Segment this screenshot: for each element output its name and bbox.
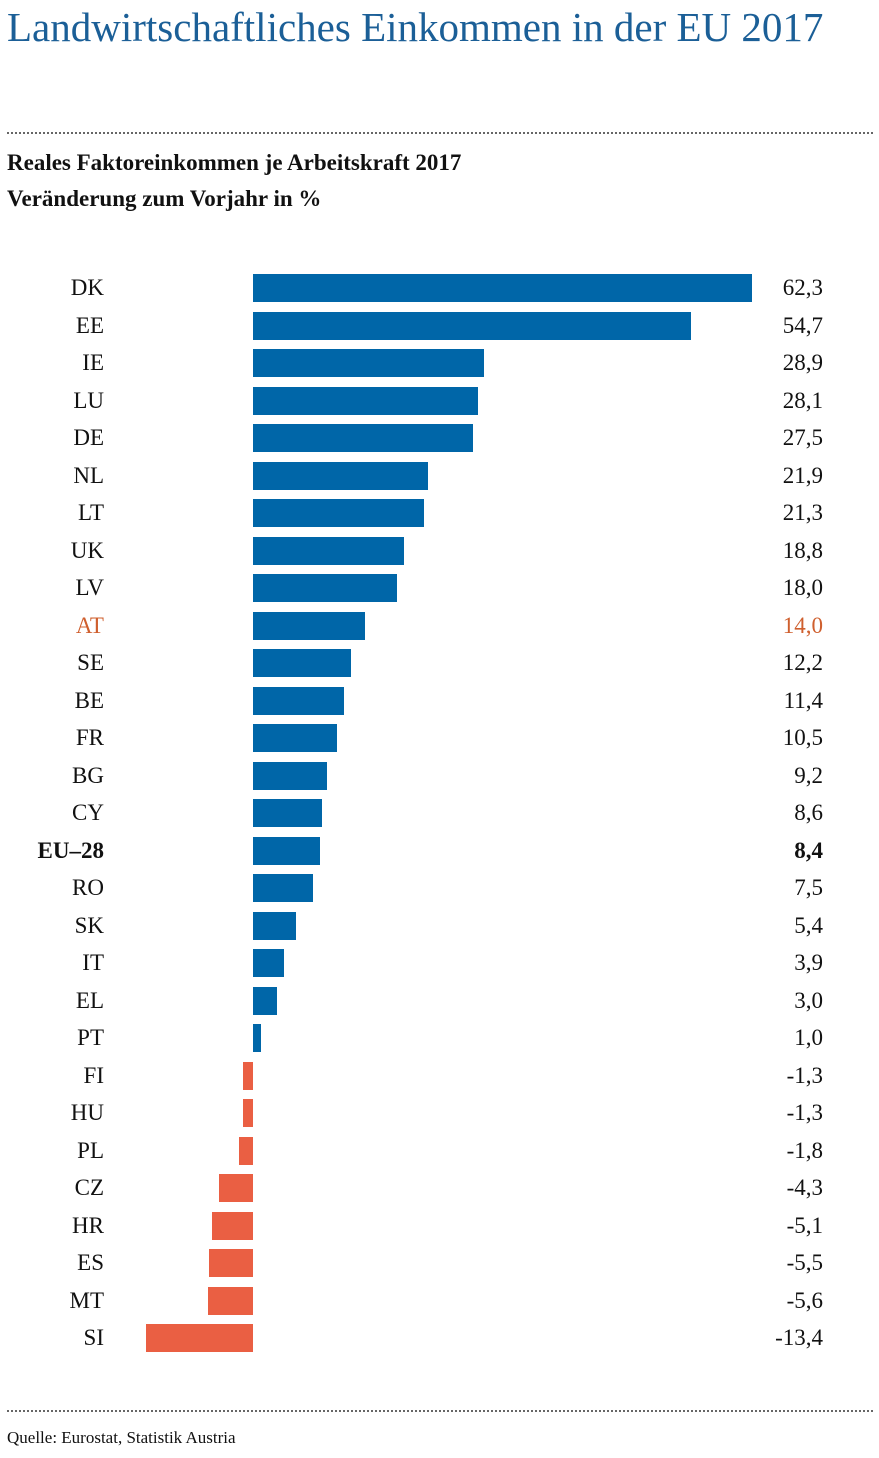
category-label: MT [69,1287,105,1313]
value-label: 12,2 [782,650,823,675]
source-note: Quelle: Eurostat, Statistik Austria [7,1428,236,1447]
value-label: -5,6 [786,1287,823,1313]
bar-fr [253,724,338,752]
bar-it [253,949,285,977]
value-label: 8,6 [794,800,823,825]
value-label: 28,9 [782,350,823,375]
bar-fi [242,1061,253,1090]
category-label: CY [72,800,104,825]
category-label: SI [83,1325,104,1350]
bar-hu [242,1099,253,1127]
bar-es [208,1249,253,1277]
category-label: IE [82,350,104,375]
bar-pt [253,1024,261,1052]
bar-pl [238,1136,253,1165]
bar-uk [253,536,404,565]
bar-ie [253,349,485,377]
value-label: 62,3 [782,275,823,300]
category-label: LV [75,575,104,600]
category-label: HR [72,1212,104,1238]
bar-ee [253,311,692,340]
bar-cy [253,799,322,827]
category-label: CZ [74,1175,104,1200]
value-label: -5,1 [786,1212,823,1238]
value-label: 27,5 [782,425,823,450]
value-label: 8,4 [794,837,823,863]
bar-dk [253,274,753,302]
value-label: 18,8 [782,537,823,563]
chart-title: Landwirtschaftliches Einkommen in der EU… [7,4,824,50]
category-label: SK [74,912,104,938]
category-label: ES [77,1250,104,1275]
value-label: 3,9 [794,950,823,975]
value-label: 54,7 [782,312,823,338]
bar-ro [253,874,314,902]
value-label: 3,0 [794,987,823,1013]
category-label: EE [75,312,104,338]
bar-se [253,649,351,677]
chart-subtitle: Reales Faktoreinkommen je Arbeitskraft 2… [7,150,462,175]
bar-si [145,1324,253,1352]
value-label: 21,3 [782,500,823,525]
chart-unit: Veränderung zum Vorjahr in % [7,186,322,211]
category-label: IT [82,950,104,975]
divider-bottom [7,1410,873,1412]
bar-sk [253,911,297,940]
bar-cz [218,1174,253,1202]
category-label: EL [75,987,104,1013]
value-label: 28,1 [782,387,823,413]
category-label: RO [72,875,104,900]
value-label: -1,3 [786,1100,823,1125]
value-label: 21,9 [782,462,823,488]
category-label: BE [74,687,104,713]
value-label: -4,3 [786,1175,823,1200]
bar-be [253,686,345,715]
bar-de [253,424,474,452]
category-label: DK [70,275,104,300]
bar-mt [208,1286,253,1315]
category-label: SE [77,650,104,675]
category-label: BG [72,762,104,788]
category-label: FI [83,1062,104,1088]
category-label: NL [73,462,104,488]
category-label: DE [73,425,104,450]
category-label: LU [73,387,104,413]
category-label: HU [70,1100,104,1125]
divider-top [7,132,873,134]
bar-lt [253,499,424,527]
value-label: -13,4 [775,1325,823,1350]
value-label: 18,0 [782,575,823,600]
value-label: 11,4 [783,687,823,713]
bar-eu-28 [253,836,321,865]
category-label: EU–28 [37,837,104,863]
value-label: -1,3 [786,1062,823,1088]
bar-bg [253,761,327,790]
value-label: -5,5 [786,1250,823,1275]
category-label: AT [75,612,104,638]
category-label: FR [75,725,104,750]
category-label: PL [77,1137,104,1163]
bar-hr [212,1211,253,1240]
category-label: UK [70,537,104,563]
bar-at [253,611,366,640]
category-label: PT [77,1025,104,1050]
bar-lu [253,386,479,415]
value-label: 9,2 [794,762,823,788]
category-label: LT [78,500,104,525]
bar-lv [253,574,398,602]
bar-nl [253,461,429,490]
bar-el [253,986,278,1015]
value-label: 14,0 [782,612,823,638]
value-label: 1,0 [794,1025,823,1050]
value-label: 7,5 [794,875,823,900]
value-label: 10,5 [782,725,823,750]
value-label: -1,8 [786,1137,823,1163]
value-label: 5,4 [794,912,823,938]
